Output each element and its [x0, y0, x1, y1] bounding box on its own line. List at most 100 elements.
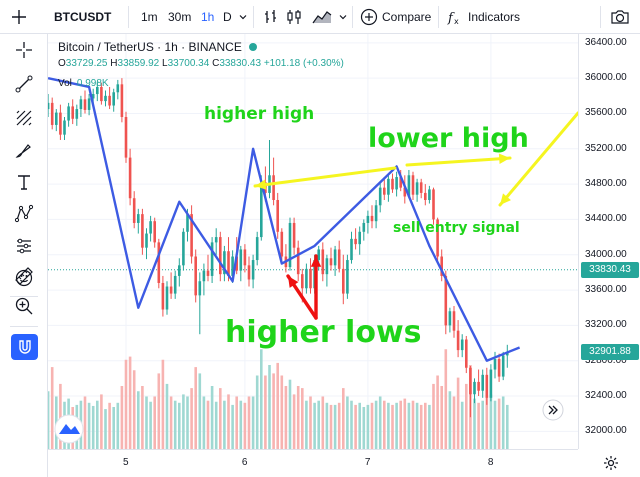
- zigzag-trend-line: [48, 76, 521, 362]
- pattern-icon: [14, 204, 34, 223]
- pattern-tool[interactable]: [12, 202, 36, 226]
- candle-body: [501, 355, 505, 377]
- red-arrow-up-head: [310, 256, 322, 267]
- sidebar-divider: [10, 296, 38, 297]
- candle-body: [132, 198, 136, 223]
- volume-bar: [161, 359, 165, 449]
- compare-button[interactable]: Compare: [360, 0, 431, 34]
- chart-type-dropdown[interactable]: [338, 0, 348, 34]
- volume-bar: [210, 386, 214, 449]
- candle-body: [169, 286, 173, 294]
- volume-bar: [411, 400, 415, 449]
- toolbar-divider: [128, 6, 129, 28]
- yellow-arrow-left: [253, 166, 397, 188]
- candle-body: [321, 249, 325, 275]
- candle-body: [116, 84, 120, 93]
- volume-bar: [317, 400, 320, 449]
- chevron-down-icon: [339, 15, 347, 20]
- candle-body: [383, 187, 386, 195]
- volume-bar: [116, 402, 120, 449]
- candle-body: [149, 221, 152, 234]
- measure-tool[interactable]: [12, 264, 36, 288]
- annotation-higher-lows: higher lows: [225, 315, 422, 350]
- svg-text:f: f: [447, 11, 455, 26]
- volume-bar: [137, 391, 140, 449]
- volume-bar: [83, 396, 87, 449]
- candle-body: [59, 112, 62, 135]
- volume-bar: [120, 386, 124, 449]
- candle-body: [292, 222, 296, 248]
- time-tick-label: 7: [364, 457, 371, 468]
- volume-bar: [280, 375, 284, 449]
- price-axis[interactable]: 36400.00 36000.00 35600.00 35200.00 34800.00…: [578, 34, 640, 449]
- chart-pane[interactable]: [48, 34, 578, 449]
- volume-bar: [264, 375, 267, 449]
- volume-bar: [276, 362, 279, 449]
- volume-bar: [112, 407, 115, 449]
- volume-bar: [485, 396, 489, 449]
- emoji-icon: [15, 269, 33, 287]
- magnet-mode-button[interactable]: [11, 334, 38, 360]
- volume-value: 0.998K: [76, 78, 109, 89]
- candle-body: [280, 231, 284, 257]
- interval-1m[interactable]: 1m: [141, 10, 158, 24]
- price-chart[interactable]: [48, 34, 578, 449]
- screenshot-button[interactable]: [610, 0, 630, 34]
- add-symbol-button[interactable]: [10, 0, 28, 34]
- candle-body: [157, 242, 161, 283]
- candle-body: [366, 215, 370, 223]
- candle-body: [178, 265, 181, 276]
- fib-tool[interactable]: [12, 106, 36, 130]
- candle-body: [374, 205, 378, 222]
- price-tick-label: 35600.00: [585, 107, 627, 119]
- interval-30m[interactable]: 30m: [168, 10, 192, 24]
- volume-bar: [391, 404, 394, 449]
- volume-bar: [91, 405, 95, 449]
- price-tick-label: 34000.00: [585, 248, 627, 260]
- volume-bar: [383, 400, 386, 449]
- volume-bar: [227, 394, 230, 449]
- brush-tool[interactable]: [12, 138, 36, 162]
- time-tick-label: 8: [487, 457, 494, 468]
- symbol-search[interactable]: BTCUSDT: [54, 10, 112, 24]
- candle-body: [317, 249, 320, 261]
- volume-bar: [272, 373, 275, 449]
- toolbar-divider: [352, 6, 353, 28]
- prediction-tool[interactable]: [12, 234, 36, 258]
- area-chart-icon: [312, 11, 332, 24]
- price-tick-label: 32800.00: [585, 354, 627, 366]
- volume-bar: [506, 404, 509, 449]
- volume-bar: [239, 400, 243, 449]
- candle-body: [276, 200, 279, 232]
- volume-bar: [342, 388, 345, 449]
- chart-settings-button[interactable]: [600, 452, 622, 474]
- volume-bar: [481, 400, 484, 449]
- candles-style-button[interactable]: [285, 0, 303, 34]
- interval-d[interactable]: D: [223, 10, 232, 24]
- candle-body: [219, 237, 222, 275]
- candle-body: [173, 275, 177, 294]
- magnet-icon: [18, 340, 31, 354]
- volume-bar: [321, 396, 325, 449]
- bar-style-button[interactable]: [262, 0, 280, 34]
- candle-body: [67, 106, 70, 121]
- volume-bar: [157, 373, 161, 449]
- trend-line-tool[interactable]: [12, 72, 36, 96]
- ruler-icon: [15, 267, 33, 285]
- last-price-label: 32901.88: [581, 343, 639, 360]
- interval-1h[interactable]: 1h: [201, 10, 215, 24]
- area-style-button[interactable]: [311, 0, 333, 34]
- emoji-tool[interactable]: [12, 266, 36, 290]
- volume-bar: [415, 402, 419, 449]
- candle-body: [342, 268, 345, 294]
- zoom-tool[interactable]: [12, 294, 36, 318]
- crosshair-tool[interactable]: [12, 38, 36, 62]
- candle-body: [387, 178, 390, 195]
- candle-body: [202, 270, 206, 282]
- candle-body: [452, 311, 456, 331]
- interval-dropdown[interactable]: [238, 0, 248, 34]
- text-tool-icon: [18, 175, 30, 190]
- text-tool[interactable]: [12, 170, 36, 194]
- time-axis[interactable]: 5 6 7 8: [48, 449, 578, 477]
